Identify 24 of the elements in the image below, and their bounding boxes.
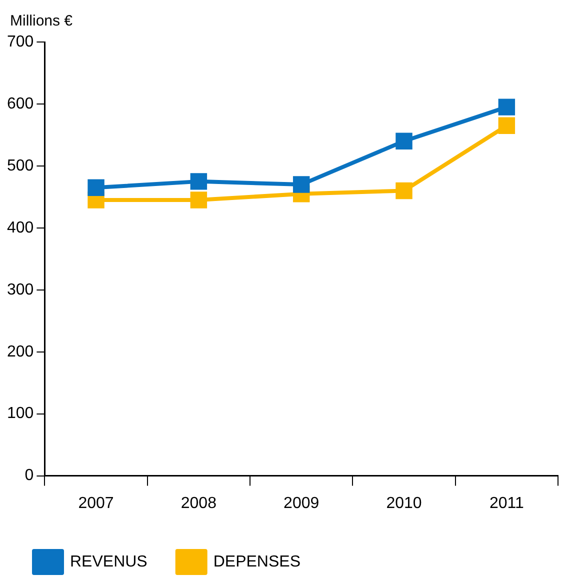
point xyxy=(498,98,516,116)
y-tick-label: 600 xyxy=(6,95,34,112)
point xyxy=(396,132,412,150)
point xyxy=(292,176,310,193)
point xyxy=(396,182,412,200)
y-tick-label: 400 xyxy=(6,219,34,236)
legend-label: REVENUS xyxy=(70,553,148,570)
x-tick-label: 2011 xyxy=(489,494,524,512)
legend-label: DEPENSES xyxy=(213,553,300,570)
y-axis-title: Millions € xyxy=(10,12,74,30)
y-tick-label: 0 xyxy=(24,467,34,484)
point xyxy=(498,117,516,134)
point xyxy=(190,192,208,208)
x-tick-label: 2009 xyxy=(284,494,320,512)
y-tick-label: 300 xyxy=(6,281,34,298)
y-tick-label: 200 xyxy=(6,343,34,360)
y-tick-label: 700 xyxy=(6,33,34,50)
y-tick-label: 500 xyxy=(6,157,34,174)
x-tick-label: 2008 xyxy=(180,494,217,512)
x-tick-label: 2010 xyxy=(386,494,422,512)
point xyxy=(88,179,104,196)
x-tick-label: 2007 xyxy=(78,494,114,512)
point xyxy=(190,173,208,190)
y-tick-label: 100 xyxy=(6,405,34,422)
